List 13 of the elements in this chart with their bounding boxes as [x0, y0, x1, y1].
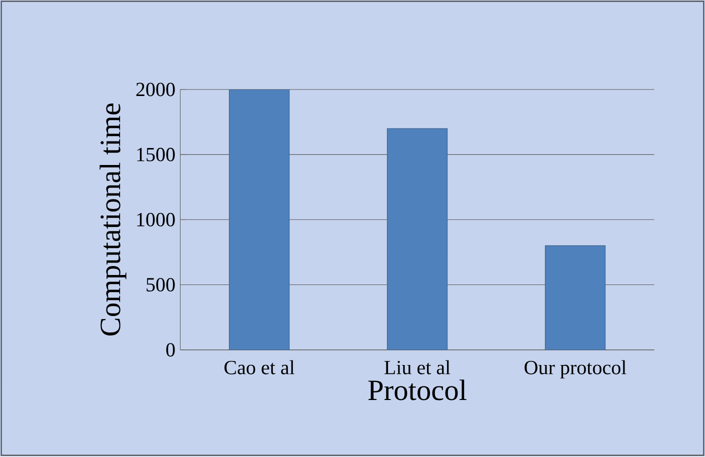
y-axis-title: Computational time: [100, 104, 126, 336]
bar: [228, 90, 290, 350]
x-tick-label: Our protocol: [524, 360, 626, 379]
y-tick-label: 500: [146, 278, 175, 292]
y-tick-label: 2000: [136, 82, 175, 96]
y-tick-label: 0: [166, 343, 175, 357]
x-axis-title: Protocol: [368, 380, 466, 400]
y-tick-label: 1000: [137, 213, 175, 227]
y-tick-label: 1500: [137, 148, 175, 162]
bar: [544, 246, 606, 350]
x-tick-label: Liu et al: [384, 360, 450, 374]
x-tick-label: Cao et al: [224, 360, 294, 374]
bar: [386, 128, 448, 350]
